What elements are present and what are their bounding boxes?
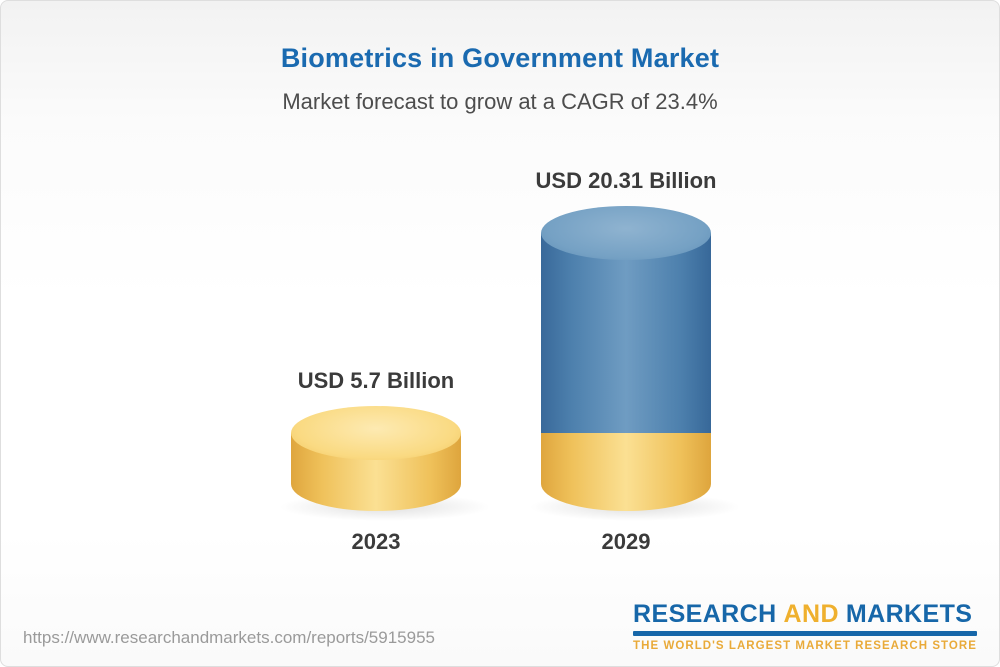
bar-2029: USD 20.31 Billion 2029 xyxy=(529,168,741,554)
cylinder-top-ellipse-2023 xyxy=(291,406,461,460)
chart-title: Biometrics in Government Market xyxy=(280,43,720,73)
cylinder-segment-2029-growth xyxy=(541,233,711,433)
cylinder-2029 xyxy=(529,206,741,521)
bar-2023: USD 5.7 Billion 2023 xyxy=(279,368,491,554)
logo-wordmark: RESEARCH AND MARKETS xyxy=(633,600,977,629)
logo-and-text: AND xyxy=(783,600,839,628)
cylinder-body-2029 xyxy=(541,233,711,511)
category-label-2023: 2023 xyxy=(351,529,401,554)
cylinder-top-ellipse-2029 xyxy=(541,206,711,260)
cylinder-2023 xyxy=(279,406,491,521)
chart-subtitle: Market forecast to grow at a CAGR of 23.… xyxy=(282,89,718,114)
logo-markets-text: MARKETS xyxy=(845,600,973,628)
value-label-2029: USD 20.31 Billion xyxy=(535,168,717,193)
logo-underline-bar xyxy=(633,631,977,636)
logo-research-text: RESEARCH xyxy=(633,600,777,628)
category-label-2029: 2029 xyxy=(601,529,651,554)
value-label-2023: USD 5.7 Billion xyxy=(297,368,455,393)
research-and-markets-logo: RESEARCH AND MARKETS THE WORLD'S LARGEST M… xyxy=(633,600,977,652)
report-url[interactable]: https://www.researchandmarkets.com/repor… xyxy=(23,628,435,647)
logo-tagline: THE WORLD'S LARGEST MARKET RESEARCH STOR… xyxy=(633,640,977,652)
cylinder-segment-2029-base xyxy=(541,433,711,511)
